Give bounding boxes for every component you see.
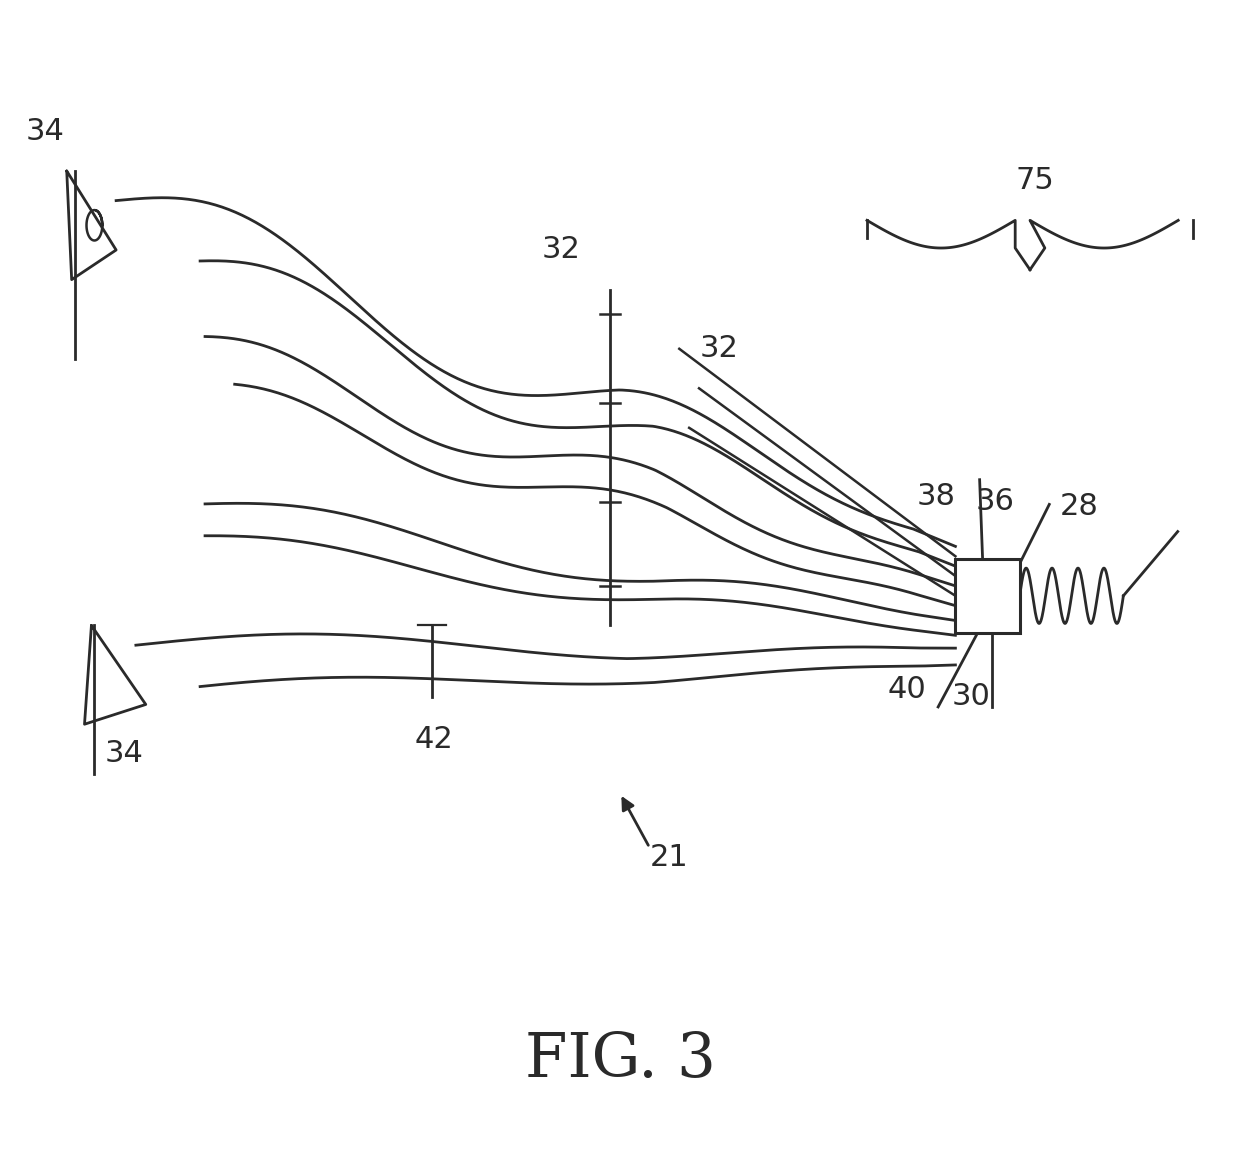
Text: 30: 30 bbox=[951, 682, 991, 711]
Text: 32: 32 bbox=[542, 236, 580, 265]
Text: 28: 28 bbox=[1060, 492, 1099, 521]
Text: 42: 42 bbox=[415, 725, 454, 754]
Bar bbox=[956, 558, 1019, 632]
Text: FIG. 3: FIG. 3 bbox=[525, 1030, 715, 1090]
Text: 38: 38 bbox=[916, 482, 956, 511]
Text: 21: 21 bbox=[650, 843, 688, 872]
Text: 34: 34 bbox=[104, 740, 144, 769]
Text: 34: 34 bbox=[26, 117, 64, 146]
Text: 32: 32 bbox=[699, 334, 738, 363]
Text: 75: 75 bbox=[1016, 166, 1054, 195]
Text: 36: 36 bbox=[976, 488, 1014, 517]
Text: 40: 40 bbox=[887, 675, 926, 704]
